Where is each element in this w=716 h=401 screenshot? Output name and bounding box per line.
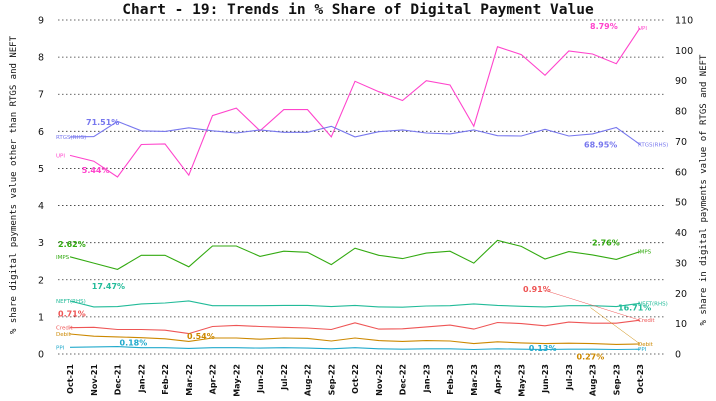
annotation-label: 17.47% — [92, 282, 125, 291]
x-tick-label: Oct-22 — [351, 364, 360, 394]
series-line-ppi — [69, 346, 641, 351]
series-line-upi — [69, 27, 641, 178]
y-tick-left: 5 — [38, 164, 44, 175]
series-labels: UPI UPI RTGS(RHS) RTGS(RHS) IMPS IMPS NEFT(RHS… — [56, 26, 668, 353]
y-tick-left: 9 — [38, 16, 44, 27]
annotation-label: 71.51% — [86, 118, 119, 127]
annotation-label: 16.71% — [618, 303, 651, 312]
series-start-label: Debit — [56, 332, 72, 338]
series-end-label: Credit — [638, 318, 655, 324]
series-start-label: Credit — [56, 326, 73, 332]
y-tick-left: 3 — [38, 238, 44, 249]
series-start-label: NEFT(RHS) — [56, 299, 86, 305]
x-tick-label: Aug-22 — [304, 364, 313, 396]
series-end-label: IMPS — [638, 250, 652, 256]
y-tick-right: 80 — [675, 107, 687, 118]
y-tick-right: 100 — [675, 46, 693, 57]
annotation-label: 0.54% — [187, 332, 215, 341]
annotation-label: 5.44% — [82, 166, 110, 175]
y-tick-right: 110 — [675, 16, 693, 27]
annotation-connector — [590, 307, 641, 345]
series-end-label: Debit — [638, 342, 654, 348]
y-axis-label-left: % share digital payments value other tha… — [9, 35, 19, 334]
series-start-label: IMPS — [56, 255, 70, 261]
x-tick-label: Dec-21 — [114, 364, 123, 396]
series-line-imps — [69, 239, 641, 270]
series-lines — [69, 27, 641, 351]
annotation-label: 68.95% — [584, 140, 617, 149]
annotation-label: 0.91% — [523, 285, 551, 294]
annotation-label: 0.27% — [577, 353, 605, 362]
series-end-label: RTGS(RHS) — [638, 142, 668, 148]
y-tick-left: 1 — [38, 312, 44, 323]
annotations: 71.51% 68.95% 8.79% 5.44% 2.62% 2.76% 17.47% 16… — [58, 22, 651, 362]
annotation-label: 8.79% — [590, 22, 618, 31]
series-end-label: UPI — [638, 26, 647, 32]
annotation-label: 0.71% — [58, 310, 86, 319]
x-tick-label: Jan-23 — [422, 364, 431, 394]
y-tick-right: 50 — [675, 198, 687, 209]
annotation-connector — [542, 289, 641, 321]
x-tick-label: Mar-22 — [185, 364, 194, 396]
x-tick-label: Mar-23 — [470, 364, 479, 396]
y-tick-right: 30 — [675, 258, 687, 269]
annotation-label: 0.18% — [120, 339, 148, 348]
x-tick-label: Aug-23 — [589, 364, 598, 396]
x-tick-label: Apr-22 — [209, 364, 218, 394]
y-tick-right: 70 — [675, 137, 687, 148]
x-tick-label: Jun-23 — [541, 364, 550, 394]
y-tick-left: 6 — [38, 127, 44, 138]
x-tick-label: May-23 — [517, 364, 526, 397]
series-end-label: PPI — [638, 347, 647, 353]
chart-title: Chart - 19: Trends in % Share of Digital… — [122, 2, 594, 18]
series-line-neftrhs — [69, 300, 641, 308]
annotation-label: 2.76% — [592, 239, 620, 248]
y-tick-left: 0 — [38, 350, 44, 361]
x-tick-label: Sep-22 — [327, 364, 336, 395]
x-tick-label: Apr-23 — [494, 364, 503, 394]
y-tick-left: 7 — [38, 90, 44, 101]
x-tick-label: Jul-23 — [565, 364, 574, 391]
series-start-label: UPI — [56, 153, 65, 159]
y-axis-label-right: % share in digital payments value of RTG… — [699, 54, 709, 326]
x-tick-label: May-22 — [232, 364, 241, 397]
annotation-label: 2.62% — [58, 240, 86, 249]
x-tick-label: Sep-23 — [612, 364, 621, 395]
x-tick-label: Nov-22 — [375, 364, 384, 396]
y-tick-right: 20 — [675, 289, 687, 300]
x-tick-label: Feb-22 — [161, 364, 170, 395]
y-tick-left: 4 — [38, 201, 44, 212]
annotation-label: 0.13% — [529, 344, 557, 353]
x-tick-label: Jan-22 — [137, 364, 146, 394]
y-tick-left: 2 — [38, 275, 44, 286]
x-tick-label: Oct-23 — [636, 364, 645, 394]
series-line-debit — [69, 333, 641, 345]
x-tick-label: Feb-23 — [446, 364, 455, 395]
axes: 01234567890102030405060708090100110Oct-2… — [38, 16, 693, 397]
series-end-label: NEFT(RHS) — [638, 301, 668, 307]
x-tick-label: Nov-21 — [90, 364, 99, 396]
x-tick-label: Dec-22 — [399, 364, 408, 395]
series-start-label: RTGS(RHS) — [56, 135, 86, 141]
y-tick-right: 10 — [675, 319, 687, 330]
series-line-rtgsrhs — [69, 120, 641, 145]
y-tick-right: 40 — [675, 228, 687, 239]
x-tick-label: Jul-22 — [280, 364, 289, 391]
y-tick-right: 60 — [675, 167, 687, 178]
series-start-label: PPI — [56, 345, 65, 351]
x-tick-label: Jun-22 — [256, 364, 265, 394]
y-tick-right: 0 — [675, 350, 681, 361]
y-tick-right: 90 — [675, 76, 687, 87]
y-tick-left: 8 — [38, 53, 44, 64]
series-line-credit — [69, 319, 641, 335]
x-tick-label: Oct-21 — [66, 364, 75, 394]
